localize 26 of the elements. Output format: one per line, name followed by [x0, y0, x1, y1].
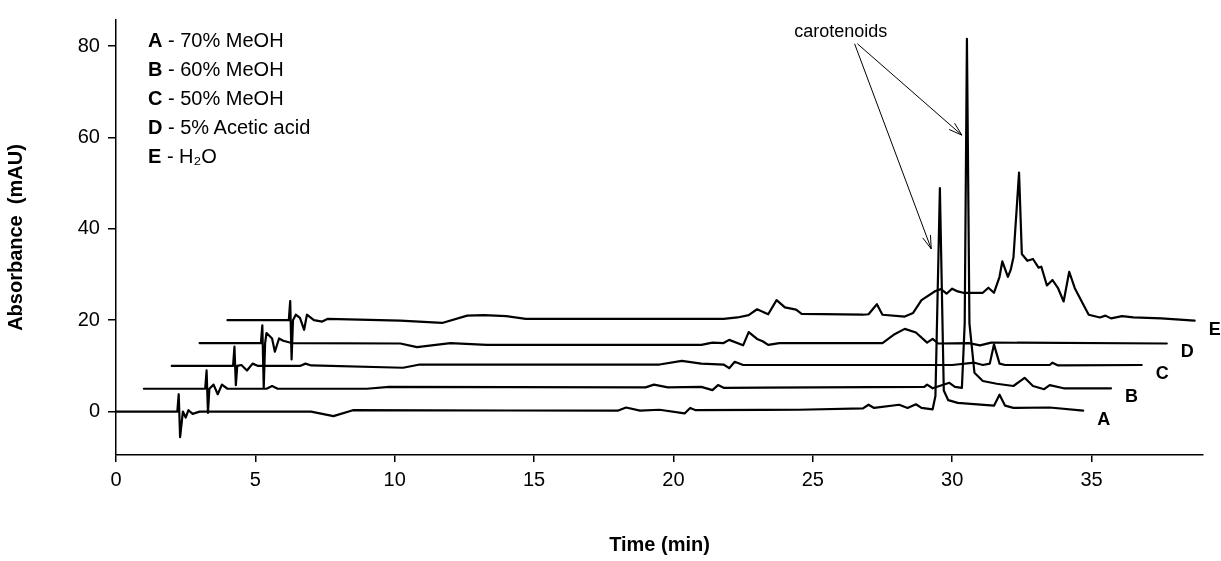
y-axis-title: Absorbance (mAU) — [3, 144, 26, 331]
annotation: E - H₂O — [148, 145, 217, 167]
annotation: carotenoids — [794, 21, 888, 42]
annotation: A - 70% MeOH — [148, 29, 284, 51]
annotation: D - 5% Acetic acid — [148, 116, 311, 138]
series-label: A — [1097, 408, 1111, 429]
series-label: D — [1180, 341, 1194, 362]
x-tick-label: 30 — [941, 467, 964, 490]
y-tick-label: 20 — [77, 307, 100, 330]
x-tick-label: 25 — [801, 467, 824, 490]
x-tick-label: 15 — [522, 467, 546, 490]
y-tick-label: 40 — [77, 216, 100, 239]
x-axis-title: Time (min) — [609, 532, 710, 555]
annotation: C - 50% MeOH — [148, 87, 284, 109]
series-label: C — [1155, 362, 1169, 383]
series-label: B — [1125, 386, 1139, 407]
annotation: B - 60% MeOH — [148, 58, 284, 80]
x-tick-label: 5 — [249, 467, 261, 490]
series-label: E — [1208, 318, 1221, 339]
y-tick-label: 80 — [77, 33, 100, 56]
y-tick-label: 60 — [77, 124, 100, 147]
x-tick-label: 20 — [662, 467, 685, 490]
x-tick-label: 35 — [1080, 467, 1103, 490]
x-tick-label: 10 — [383, 467, 406, 490]
y-tick-label: 0 — [88, 399, 100, 422]
x-tick-label: 0 — [110, 467, 122, 490]
